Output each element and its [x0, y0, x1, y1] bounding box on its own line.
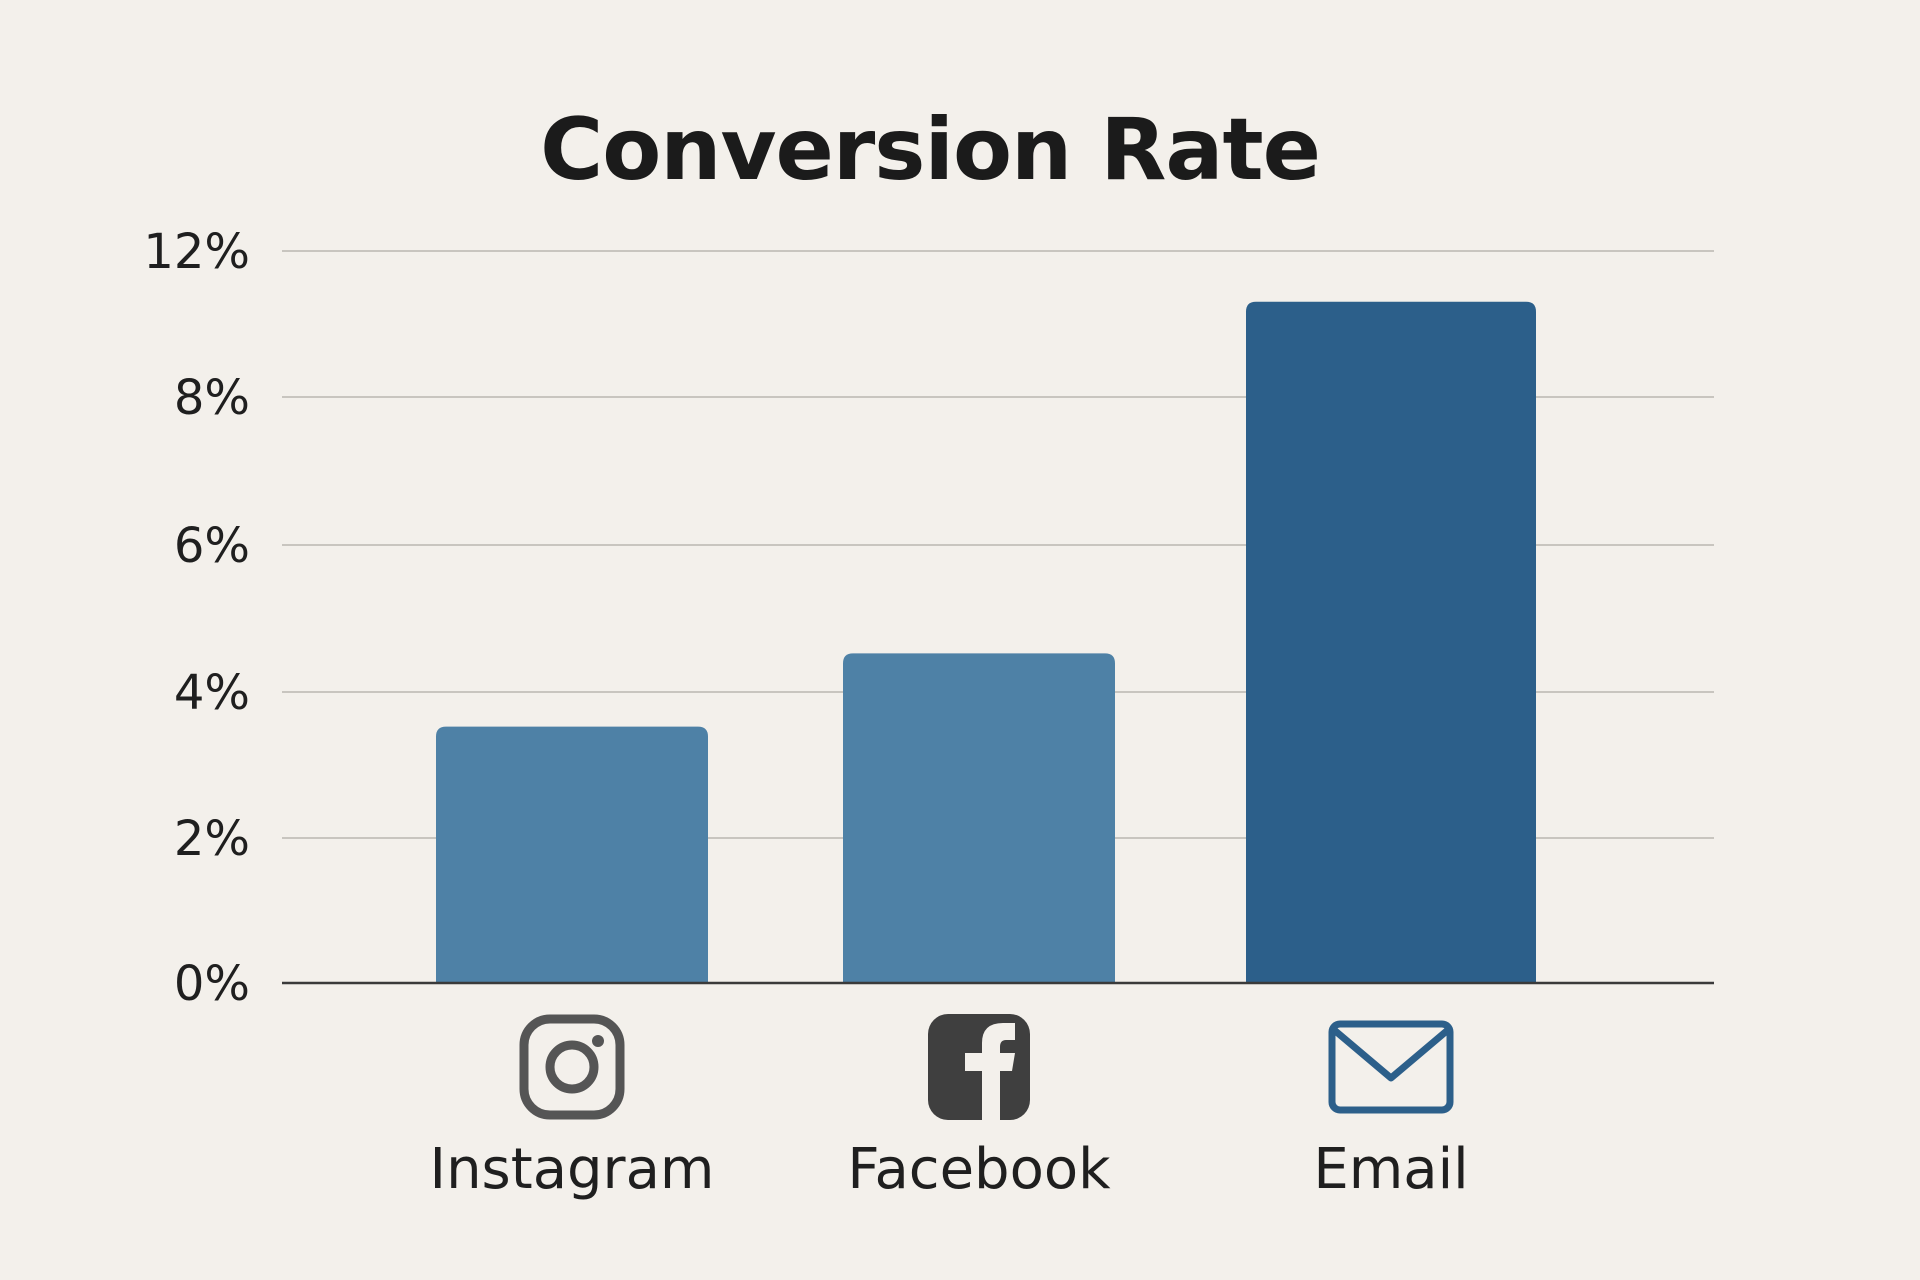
facebook-icon	[928, 1014, 1030, 1120]
bar-email	[1246, 301, 1536, 983]
category-icons	[519, 1014, 1454, 1120]
y-tick-label: 0%	[174, 956, 250, 1012]
bar-instagram	[436, 726, 708, 983]
y-tick-label: 2%	[174, 811, 250, 867]
x-tick-label: Email	[1313, 1137, 1468, 1202]
x-tick-label: Facebook	[847, 1137, 1111, 1202]
y-tick-label: 6%	[174, 518, 250, 574]
y-tick-label: 12%	[143, 224, 250, 280]
y-tick-label: 8%	[174, 370, 250, 426]
email-icon	[1328, 1020, 1454, 1114]
y-tick-label: 4%	[174, 665, 250, 721]
bar-facebook	[843, 653, 1115, 983]
x-tick-labels: Instagram Facebook Email	[430, 1137, 1469, 1202]
instagram-icon	[519, 1014, 625, 1120]
chart-title: Conversion Rate	[540, 100, 1321, 200]
y-tick-labels: 0% 2% 4% 6% 8% 12%	[143, 224, 250, 1012]
bars	[436, 301, 1536, 983]
x-tick-label: Instagram	[430, 1137, 715, 1202]
